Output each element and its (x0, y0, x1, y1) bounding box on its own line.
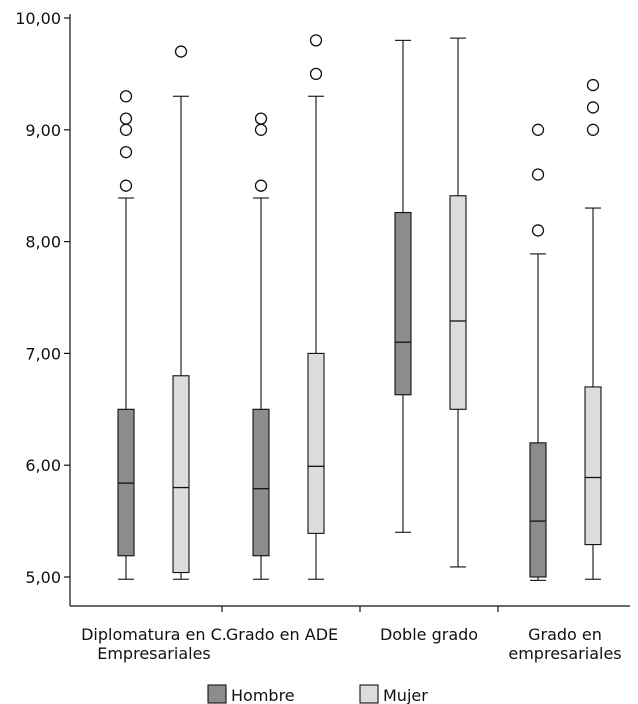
outlier-point (174, 45, 188, 58)
y-tick-label: 8,00 (25, 233, 61, 252)
box (252, 408, 270, 557)
outlier-point (254, 179, 268, 192)
box-mujer-3 (584, 78, 602, 580)
box (449, 195, 467, 410)
outlier-point (119, 146, 133, 159)
outlier-point (309, 34, 323, 47)
box (394, 211, 412, 396)
outlier-point (531, 224, 545, 237)
box (172, 375, 190, 574)
legend-label: Hombre (231, 686, 295, 704)
outlier-point (531, 123, 545, 136)
box-hombre-1 (252, 112, 270, 580)
box-hombre-0 (117, 90, 135, 580)
box (529, 442, 547, 578)
axes: 10,00 9,00 8,00 7,00 6,00 5,00 (15, 9, 630, 612)
legend-swatch (359, 684, 379, 704)
y-tick-label: 7,00 (25, 344, 61, 363)
outlier-point (531, 168, 545, 181)
y-tick-label: 9,00 (25, 121, 61, 140)
outlier-point (586, 123, 600, 136)
legend-label: Mujer (383, 686, 428, 704)
outlier-point (119, 123, 133, 136)
box-mujer-2 (449, 37, 467, 568)
outlier-point (586, 101, 600, 114)
outlier-point (254, 112, 268, 125)
outlier-point (119, 179, 133, 192)
outlier-point (309, 67, 323, 81)
outlier-point (119, 90, 133, 103)
category-label: Empresariales (97, 644, 211, 663)
box-hombre-2 (394, 39, 412, 533)
category-label: Grado en (528, 625, 602, 644)
box-mujer-1 (307, 34, 325, 580)
box (307, 352, 325, 534)
legend: Hombre Mujer (207, 684, 428, 704)
category-label: empresariales (508, 644, 621, 663)
boxes (117, 34, 602, 581)
legend-swatch (207, 684, 227, 704)
outlier-point (254, 123, 268, 136)
box-mujer-0 (172, 45, 190, 580)
category-label: Diplomatura en C. (81, 625, 227, 644)
box-hombre-3 (529, 123, 547, 581)
y-tick-label: 5,00 (25, 568, 61, 587)
outlier-point (586, 78, 600, 92)
labels: Diplomatura en C.Empresariales Grado en A… (81, 625, 622, 663)
y-tick-label: 6,00 (25, 456, 61, 475)
box (584, 386, 602, 546)
category-label: Grado en ADE (226, 625, 338, 644)
outlier-point (119, 112, 133, 125)
category-label: Doble grado (380, 625, 478, 644)
y-tick-label: 10,00 (15, 9, 61, 28)
